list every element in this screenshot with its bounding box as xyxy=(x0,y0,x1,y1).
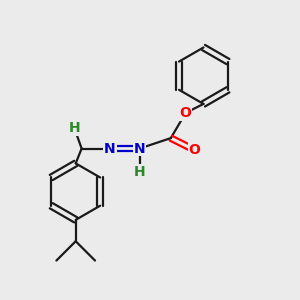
Text: O: O xyxy=(180,106,192,120)
Text: H: H xyxy=(134,165,146,179)
Text: H: H xyxy=(68,121,80,135)
Text: N: N xyxy=(134,142,146,155)
Text: O: O xyxy=(189,143,200,157)
Text: N: N xyxy=(104,142,116,155)
